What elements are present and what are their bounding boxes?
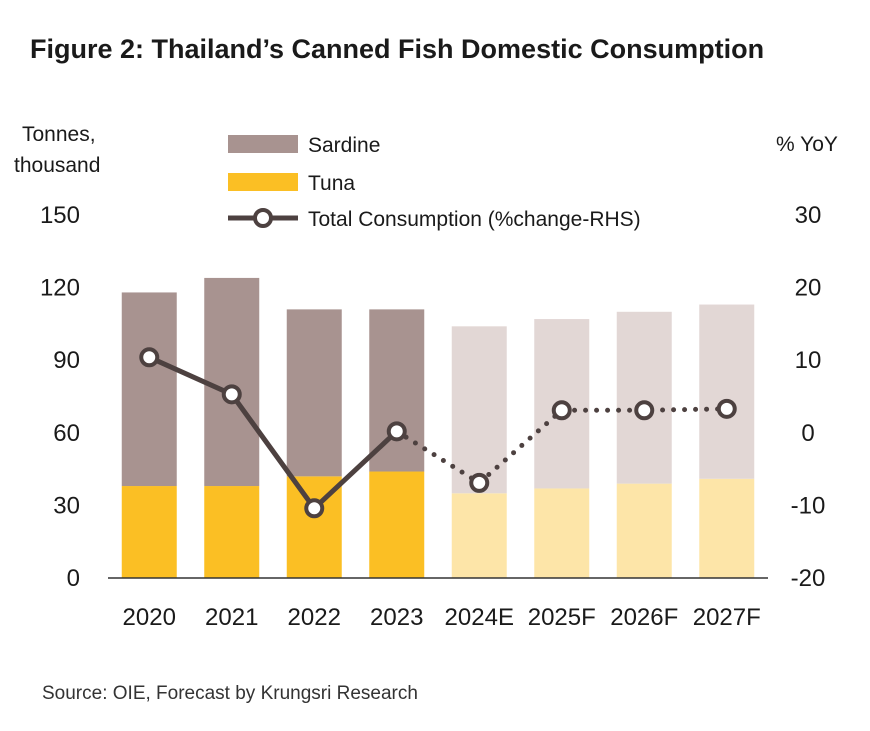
bar-sardine xyxy=(616,311,672,484)
legend-label-sardine: Sardine xyxy=(308,134,380,157)
x-tick-label: 2023 xyxy=(370,604,423,631)
y-axis-label-line-2: thousand xyxy=(14,154,100,177)
y-tick-label: 90 xyxy=(53,347,80,374)
line-actual-segment xyxy=(148,355,399,511)
y2-tick-label: -20 xyxy=(791,565,826,592)
legend-marker-total xyxy=(253,208,273,228)
x-tick-label: 2020 xyxy=(123,604,176,631)
chart-title: Figure 2: Thailand’s Canned Fish Domesti… xyxy=(30,34,764,64)
x-tick-label: 2027F xyxy=(693,604,761,631)
bar-tuna xyxy=(204,486,260,578)
x-tick-label: 2025F xyxy=(528,604,596,631)
bar-tuna xyxy=(699,478,755,578)
legend-swatch-sardine xyxy=(228,135,298,153)
y-tick-label: 0 xyxy=(67,565,80,592)
bar-sardine xyxy=(204,277,260,487)
bar-sardine xyxy=(121,292,177,487)
bar-sardine xyxy=(286,309,342,477)
x-tick-label: 2026F xyxy=(610,604,678,631)
bar-tuna xyxy=(534,488,590,578)
line-point xyxy=(634,400,655,421)
bar-tuna xyxy=(369,471,425,578)
bar-tuna xyxy=(121,486,177,578)
legend-label-total: Total Consumption (%change-RHS) xyxy=(308,208,641,231)
line-point xyxy=(304,498,325,519)
y-tick-label: 60 xyxy=(53,420,80,447)
total-consumption-line xyxy=(139,347,737,519)
axes: 0 30 60 90 120 150 -20 -10 0 10 20 30 2020 2021 2022 20… xyxy=(40,202,825,631)
y2-tick-label: -10 xyxy=(791,492,826,519)
line-point xyxy=(551,400,572,421)
line-point xyxy=(716,398,737,419)
y-tick-label: 150 xyxy=(40,202,80,229)
y-tick-label: 30 xyxy=(53,492,80,519)
line-point xyxy=(469,472,490,493)
line-point xyxy=(139,347,160,368)
y2-tick-label: 30 xyxy=(795,202,822,229)
y2-axis-label: % YoY xyxy=(776,133,838,156)
x-tick-label: 2022 xyxy=(288,604,341,631)
y2-tick-label: 0 xyxy=(801,420,814,447)
y-axis-label-line-1: Tonnes, xyxy=(22,123,96,146)
bar-tuna xyxy=(451,493,507,578)
x-tick-label: 2021 xyxy=(205,604,258,631)
line-point xyxy=(221,384,242,405)
x-tick-label: 2024E xyxy=(445,604,514,631)
legend-label-tuna: Tuna xyxy=(308,172,355,195)
bar-sardine xyxy=(699,304,755,479)
bars xyxy=(121,277,755,578)
source-note: Source: OIE, Forecast by Krungsri Resear… xyxy=(42,683,418,704)
bar-tuna xyxy=(616,483,672,578)
y2-tick-label: 10 xyxy=(795,347,822,374)
legend: Sardine Tuna Total Consumption (%change-RH… xyxy=(228,134,641,231)
y-tick-label: 120 xyxy=(40,275,80,302)
legend-swatch-tuna xyxy=(228,173,298,191)
y2-tick-label: 20 xyxy=(795,275,822,302)
line-point xyxy=(386,421,407,442)
